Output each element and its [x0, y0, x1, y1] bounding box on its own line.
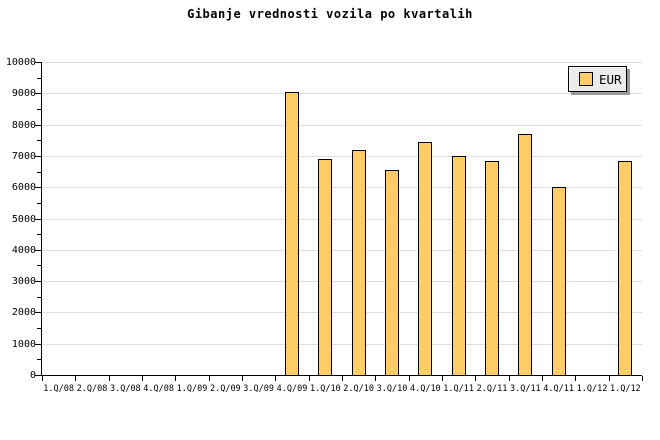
bar-1-Q-11 — [451, 155, 466, 375]
gridline — [42, 281, 642, 283]
x-axis-line — [41, 375, 642, 376]
x-axis-label: 3.Q/08 — [109, 384, 141, 394]
y-minor-tick — [37, 140, 41, 142]
bar-4-Q-10 — [418, 141, 433, 375]
x-axis-tick — [375, 376, 377, 381]
y-major-tick — [35, 124, 41, 126]
bar-2-Q-10 — [351, 149, 366, 375]
gridline — [42, 62, 642, 63]
y-axis-label: 0 — [29, 370, 36, 381]
gridline — [42, 187, 642, 189]
y-minor-tick — [37, 202, 41, 204]
chart-title: Gibanje vrednosti vozila po kvartalih — [187, 7, 473, 21]
y-axis-line — [41, 62, 42, 376]
x-axis-tick — [108, 376, 110, 381]
legend[interactable]: EUR — [568, 66, 627, 92]
x-axis-tick — [242, 376, 243, 381]
x-axis-label: 4.Q/09 — [276, 384, 308, 394]
x-axis-label: 2.Q/11 — [476, 384, 508, 394]
y-major-tick — [35, 187, 41, 189]
bar-1-Q-12 — [618, 160, 633, 375]
y-axis-label: 6000 — [11, 182, 36, 194]
x-axis-label: 2.Q/10 — [343, 384, 375, 394]
y-axis-label: 1000 — [11, 338, 36, 350]
gridline — [42, 155, 642, 157]
x-axis-tick — [442, 376, 443, 381]
x-axis-tick — [542, 376, 543, 381]
plot-area: 0 1000 2000 3000 4000 5000 6000 7000 8000 9000 100… — [6, 58, 643, 394]
y-axis-label: 9000 — [11, 88, 36, 100]
bar-3-Q-10 — [385, 169, 399, 375]
x-axis-tick — [608, 376, 610, 381]
y-minor-tick — [37, 359, 41, 361]
gridline — [42, 93, 642, 95]
x-axis-label: 3.Q/09 — [243, 384, 275, 394]
y-major-tick — [35, 281, 41, 283]
x-axis-tick — [642, 376, 643, 381]
y-minor-tick — [37, 328, 41, 330]
x-axis-label: 1.Q/09 — [176, 384, 208, 394]
y-axis-label: 4000 — [11, 244, 36, 256]
y-minor-tick — [37, 108, 41, 110]
bar-3-Q-11 — [518, 133, 533, 375]
x-axis-tick — [142, 376, 143, 381]
x-axis-label: 1.Q/10 — [309, 384, 341, 394]
x-axis-tick — [175, 376, 177, 381]
y-minor-tick — [37, 171, 41, 173]
bar-4-Q-11 — [551, 187, 566, 375]
y-minor-tick — [37, 265, 41, 267]
y-major-tick — [35, 375, 41, 376]
x-axis-label: 4.Q/11 — [543, 384, 575, 394]
y-major-tick — [35, 249, 41, 251]
y-axis-label: 7000 — [11, 150, 36, 162]
bar-4-Q-09 — [285, 91, 299, 375]
x-axis-label: 1.Q/11 — [443, 384, 475, 394]
x-axis-tick — [508, 376, 510, 381]
y-major-tick — [35, 312, 41, 314]
y-major-tick — [35, 218, 41, 220]
bar-1-Q-10 — [318, 159, 333, 375]
x-axis-label: 2.Q/09 — [209, 384, 241, 394]
x-axis-label: 1.Q/12 — [576, 384, 608, 394]
y-major-tick — [35, 93, 41, 95]
y-major-tick — [35, 62, 41, 63]
x-axis-tick — [475, 376, 477, 381]
y-axis-label: 5000 — [11, 213, 36, 225]
y-minor-tick — [37, 234, 41, 236]
x-axis-tick — [408, 376, 410, 381]
y-minor-tick — [37, 296, 41, 298]
x-axis-tick — [308, 376, 310, 381]
x-axis-tick — [575, 376, 577, 381]
x-axis-tick — [75, 376, 77, 381]
x-axis-label: 4.Q/08 — [143, 384, 175, 394]
gridline — [42, 312, 642, 314]
gridline — [42, 218, 642, 220]
x-axis-tick — [342, 376, 343, 381]
x-axis-label: 3.Q/10 — [376, 384, 408, 394]
x-axis-tick — [275, 376, 277, 381]
x-axis-label: 1.Q/08 — [43, 384, 75, 394]
bar-2-Q-11 — [485, 160, 499, 375]
x-axis-tick — [208, 376, 210, 381]
y-minor-tick — [37, 77, 41, 79]
legend-label: EUR — [599, 71, 622, 87]
y-axis-label: 8000 — [11, 119, 36, 131]
x-axis-label: 2.Q/08 — [76, 384, 108, 394]
x-axis-tick — [42, 376, 43, 381]
y-major-tick — [35, 343, 41, 345]
gridline — [42, 343, 642, 345]
x-axis-label: 4.Q/10 — [409, 384, 441, 394]
y-axis-label: 10000 — [5, 57, 36, 68]
y-major-tick — [35, 155, 41, 157]
gridline — [42, 249, 642, 251]
x-axis-label: 1.Q/12 — [609, 384, 641, 394]
y-axis-label: 3000 — [11, 276, 36, 288]
gridline — [42, 124, 642, 126]
x-axis-label: 3.Q/11 — [509, 384, 541, 394]
legend-swatch-eur — [579, 72, 593, 86]
y-axis-label: 2000 — [11, 307, 36, 319]
